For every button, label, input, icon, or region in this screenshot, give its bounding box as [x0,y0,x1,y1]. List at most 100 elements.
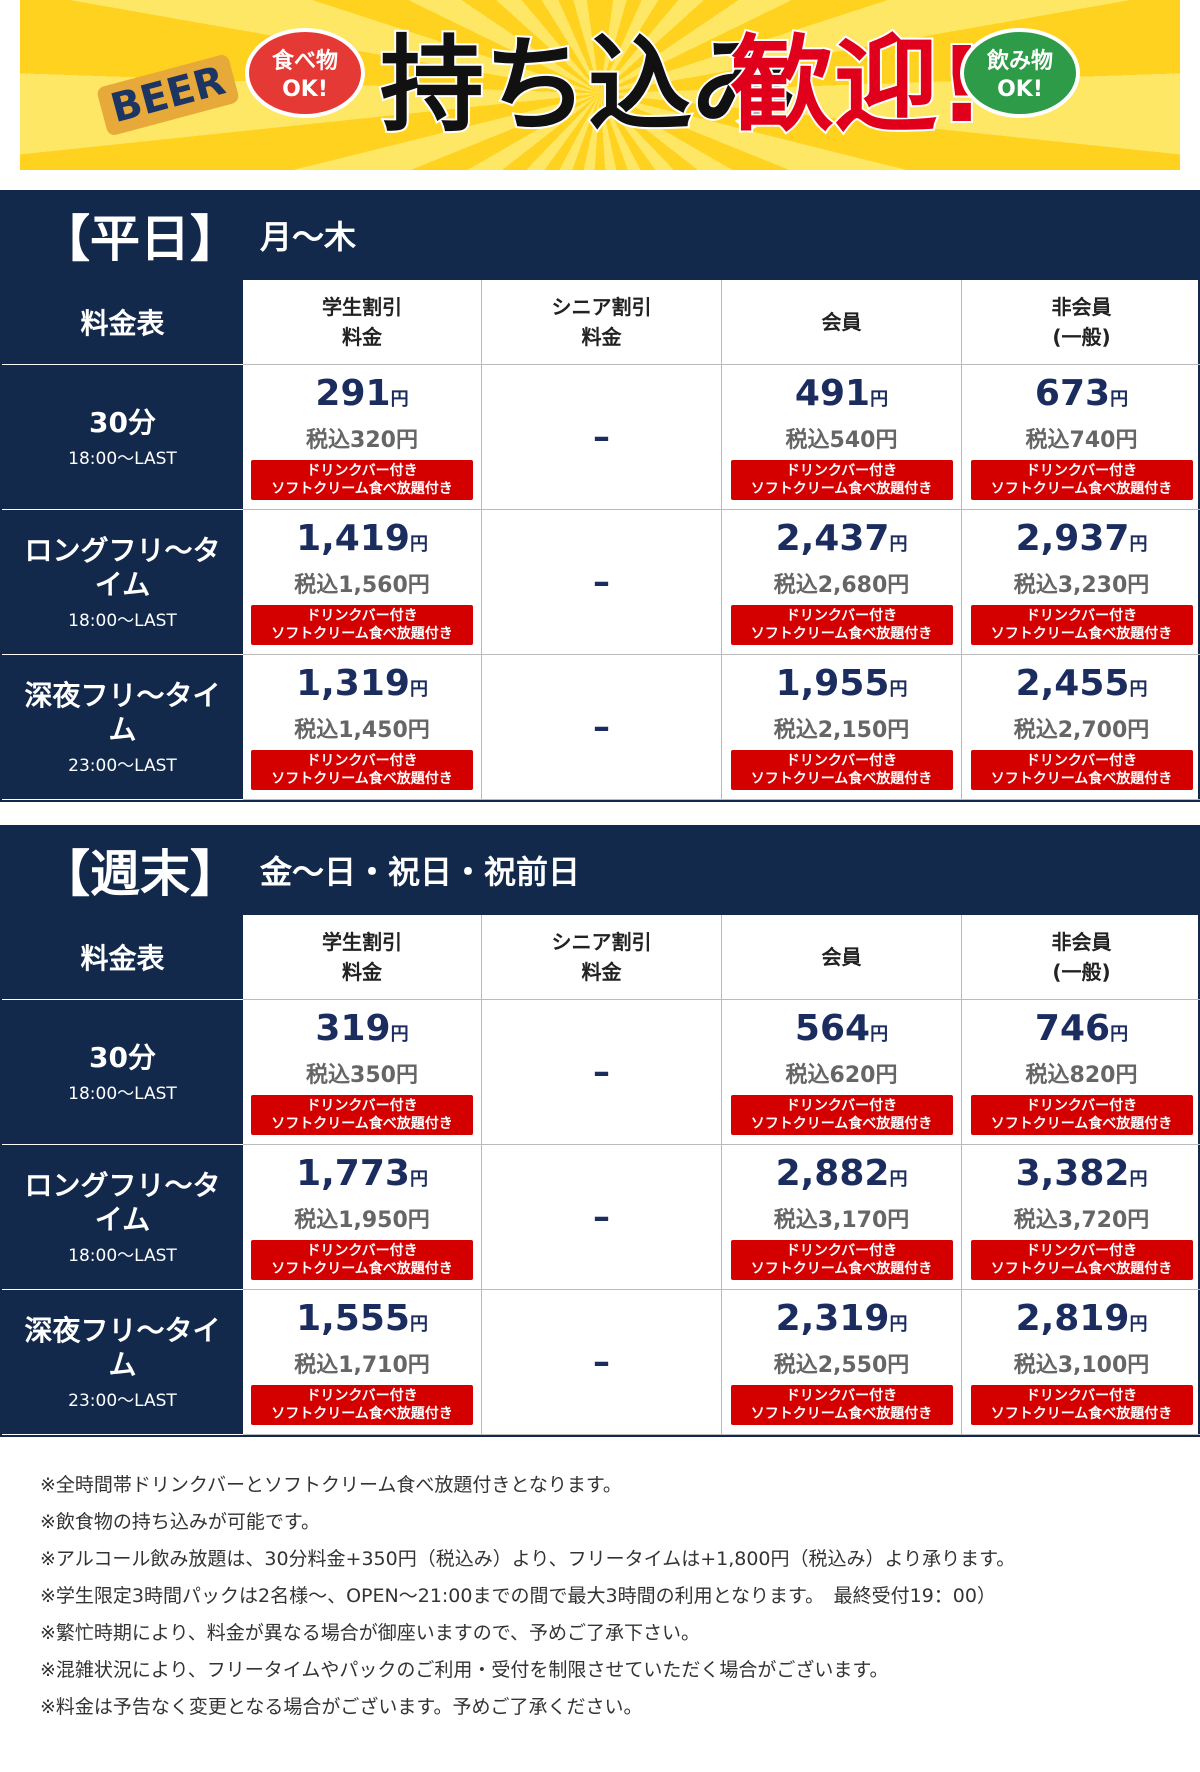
note: ※学生限定3時間パックは2名様〜、OPEN〜21:00までの間で最大3時間の利用… [40,1585,996,1607]
price-unit: 円 [1129,1314,1148,1335]
price: 1,773円 [296,1154,428,1200]
badge: ドリンクバー付き ソフトクリーム食べ放題付き [730,1240,953,1280]
badge: ドリンクバー付き ソフトクリーム食べ放題付き [970,1385,1193,1425]
corner-label: 料金表 [80,307,165,340]
badge-line: ドリンクバー付き [785,1243,898,1259]
price: 319円 [315,1009,408,1055]
no-price: – [593,1052,610,1092]
column-label: (一般) [1052,325,1111,349]
price-cell: 2,819円 税込3,100円 ドリンクバー付き ソフトクリーム食べ放題付き [962,1290,1200,1435]
title-black: 持ち込み [378,22,798,148]
badge-line: ドリンクバー付き [306,608,418,624]
price: 2,937円 [1016,519,1148,565]
price: 1,955円 [776,664,908,710]
no-price: – [593,1342,610,1382]
price-unit: 円 [889,534,908,555]
tax-price: 税込3,100円 [1013,1353,1150,1378]
price-value: 1,555 [296,1298,410,1339]
badge-line: ドリンクバー付き [306,753,418,769]
tax-price: 税込2,150円 [773,718,910,743]
row-time: 18:00〜LAST [68,1083,177,1104]
price-cell: – [482,1290,722,1435]
section: 【週末】 金〜日・祝日・祝前日 料金表 学生割引 料金 シニア割引 料金 会員 非会員 (一般) 3… [0,825,1200,1437]
badge: ドリンクバー付き ソフトクリーム食べ放題付き [970,460,1193,500]
price-value: 2,882 [775,1153,890,1194]
price-cell: 1,555円税込1,710円ドリンクバー付き ソフトクリーム食べ放題付き [243,1290,482,1435]
badge: ドリンクバー付きソフトクリーム食べ放題付き [251,750,473,790]
price-unit: 円 [390,1024,409,1045]
price-table: 料金表 学生割引 料金 シニア割引 料金 会員 非会員 (一般) 30分 18:00〜LAST 29… [0,280,1200,802]
badge: ドリンクバー付き ソフトクリーム食べ放題付き [251,1240,473,1280]
price-cell: 1,419円 税込1,560円 ドリンクバー付き ソフトクリーム食べ放題付き [243,510,482,655]
tax-price: 税込820円 [1025,1063,1138,1088]
column-label: 学生割引 [322,295,402,319]
note: ※料金は予告なく変更となる場合がございます。予めご了承ください。 [40,1696,643,1718]
badge: ドリンクバー付きソフトクリーム食べ放題付き [970,1240,1193,1280]
row-name: 30分 [89,405,156,439]
price-value: 2,455 [1015,663,1130,704]
price-unit: 円 [1129,534,1148,555]
badge-line: ドリンクバー付き [1025,1243,1138,1259]
tax-price: 税込1,950円 [294,1208,430,1233]
badge: ドリンクバー付き ソフトクリーム食べ放題付き [730,1095,953,1135]
badge-line: ドリンクバー付き [306,1243,418,1259]
price-cell: – [482,655,722,800]
row-header: 30分 18:00〜LAST [2,1000,243,1145]
price-cell: 1,773円税込1,950円ドリンクバー付き ソフトクリーム食べ放題付き [243,1145,482,1290]
price-unit: 円 [889,1314,908,1335]
column-label: (一般) [1052,960,1111,984]
price-table: 料金表 学生割引 料金 シニア割引 料金 会員 非会員 (一般) 30分 18:00〜LAST 31… [0,915,1200,1437]
banner: BEER 食べ物 OK! 持ち込み 歓迎! 飲み物 OK! [20,0,1180,170]
price-unit: 円 [889,1169,908,1190]
price-cell: 746円 税込820円 ドリンクバー付き ソフトクリーム食べ放題付き [962,1000,1200,1145]
column-header: 会員 [722,280,962,365]
badge-line: ソフトクリーム食べ放題付き [990,1261,1173,1277]
badge-line: ソフトクリーム食べ放題付き [271,771,453,787]
section-header: 【平日】 月〜木 [0,190,1200,280]
badge: ドリンクバー付き ソフトクリーム食べ放題付き [251,1385,473,1425]
column-header: 非会員 (一般) [962,280,1200,365]
badge-line: ソフトクリーム食べ放題付き [990,481,1173,497]
column-label: 料金 [342,960,382,984]
badge-line: ソフトクリーム食べ放題付き [990,1406,1173,1422]
badge-line: ドリンクバー付き [785,753,898,769]
title-red: 歓迎! [728,22,987,148]
tax-price: 税込1,450円 [294,718,430,743]
price-cell: 2,882円 税込3,170円 ドリンクバー付き ソフトクリーム食べ放題付き [722,1145,962,1290]
price-cell: – [482,1000,722,1145]
column-header: 学生割引 料金 [243,280,482,365]
price: 1,419円 [296,519,428,565]
price: 746円 [1035,1009,1128,1055]
row-time: 23:00〜LAST [68,755,177,776]
tax-price: 税込3,720円 [1013,1208,1150,1233]
tax-price: 税込3,230円 [1013,573,1150,598]
tax-price: 税込1,560円 [294,573,430,598]
price-cell: – [482,1145,722,1290]
price-value: 1,955 [775,663,890,704]
note: ※全時間帯ドリンクバーとソフトクリーム食べ放題付きとなります。 [40,1474,622,1496]
tax-price: 税込1,710円 [294,1353,430,1378]
note: ※アルコール飲み放題は、30分料金+350円（税込み）より、フリータイムは+1,… [40,1548,1016,1570]
tax-price: 税込2,700円 [1013,718,1150,743]
badge-line: ソフトクリーム食べ放題付き [750,1116,933,1132]
badge-line: ドリンクバー付き [1025,1098,1138,1114]
price-value: 319 [315,1008,391,1049]
price-unit: 円 [409,1314,428,1335]
badge-line: ドリンクバー付き [785,1388,898,1404]
badge-line: ソフトクリーム食べ放題付き [271,1406,453,1422]
price-cell: – [482,510,722,655]
corner-cell: 料金表 [2,915,243,1000]
column-header: 学生割引 料金 [243,915,482,1000]
badge-line: ドリンクバー付き [785,608,898,624]
food-bubble: 食べ物 OK! [245,28,365,118]
row-header: 深夜フリ〜タイム 23:00〜LAST [2,655,243,800]
price-value: 1,319 [296,663,410,704]
price: 1,319円 [296,664,428,710]
price-unit: 円 [1129,679,1148,700]
note: ※飲食物の持ち込みが可能です。 [40,1511,321,1533]
column-label: 料金 [581,960,622,984]
price: 2,319円 [776,1299,908,1345]
badge-line: ソフトクリーム食べ放題付き [750,481,933,497]
price-value: 3,382 [1015,1153,1130,1194]
section-days: 金〜日・祝日・祝前日 [260,853,581,891]
